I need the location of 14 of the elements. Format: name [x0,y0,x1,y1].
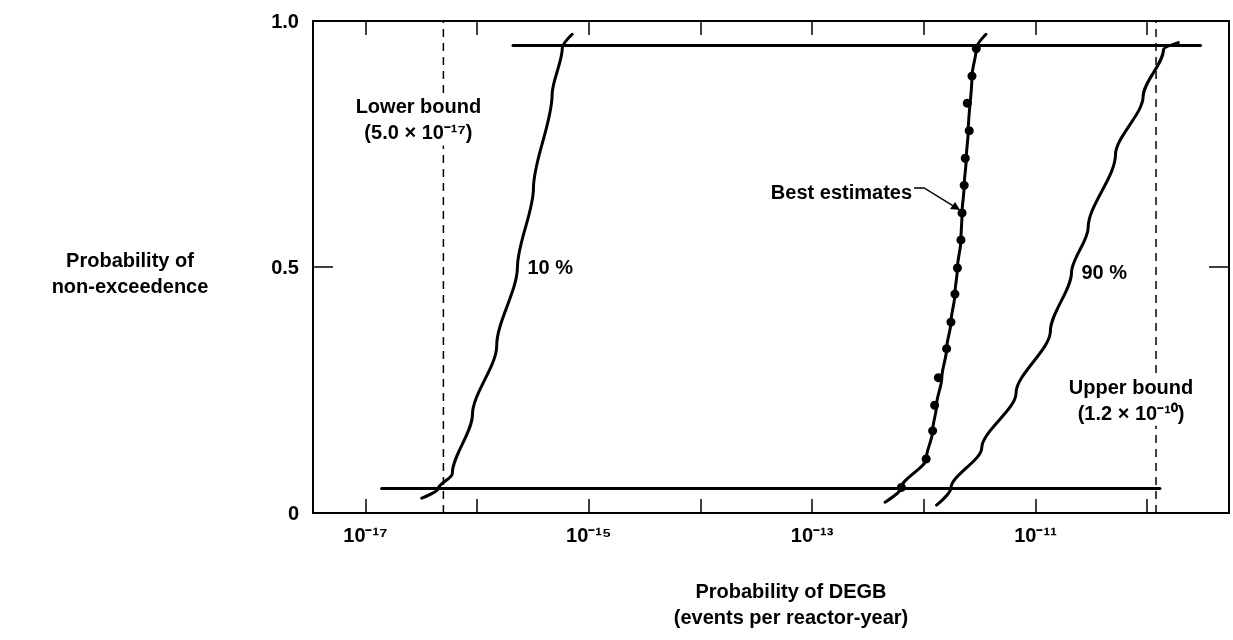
y-axis-title: Probability of non-exceedence [51,249,209,297]
y-tick-label: 1.0 [271,10,299,32]
x-tick-label: 10⁻¹⁷ [343,524,388,546]
series-label: 90 % [1081,261,1128,284]
series-label: 10 % [527,256,574,278]
x-tick-label: 10⁻¹¹ [1014,524,1058,546]
x-tick-label: 10⁻¹³ [790,524,834,546]
ref-line-label: Upper bound (1.2 × 10⁻¹⁰) [1068,375,1194,424]
annotation: Best estimates [770,180,913,203]
x-axis-title: Probability of DEGB (events per reactor-year) [673,580,909,628]
ref-line-label: Lower bound (5.0 × 10⁻¹⁷) [355,95,482,144]
y-tick-label: 0 [287,502,299,524]
x-tick-label: 10⁻¹⁵ [566,524,612,546]
y-tick-label: 0.5 [271,256,299,278]
